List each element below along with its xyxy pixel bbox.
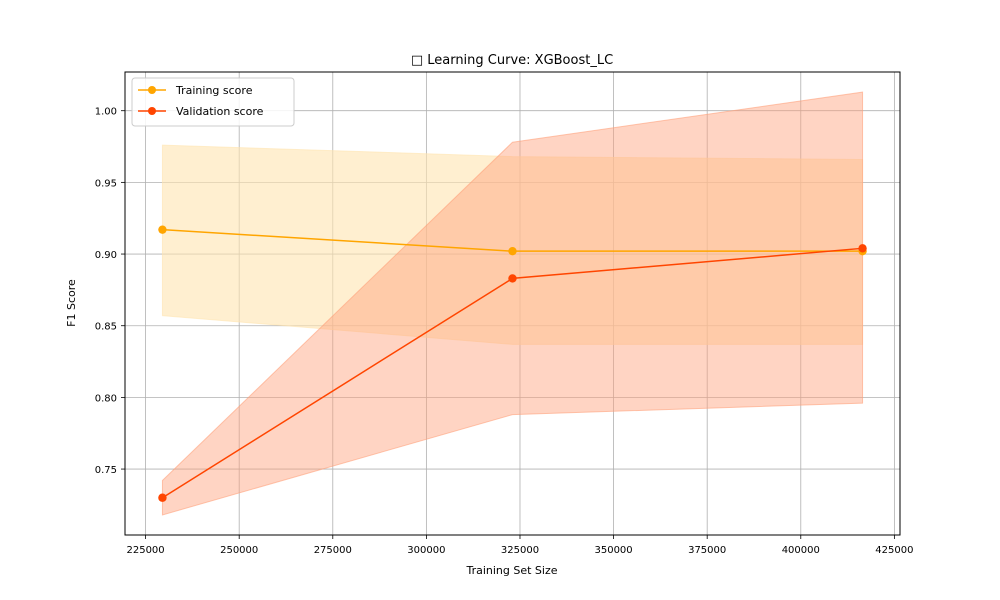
y-tick-label: 0.95 bbox=[95, 178, 117, 189]
x-axis-label: Training Set Size bbox=[465, 564, 557, 577]
x-tick-label: 275000 bbox=[314, 545, 352, 556]
y-axis-label: F1 Score bbox=[65, 279, 78, 327]
legend-training-marker bbox=[148, 86, 156, 94]
x-tick-label: 225000 bbox=[126, 545, 164, 556]
y-tick-label: 0.85 bbox=[95, 322, 117, 333]
x-tick-label: 250000 bbox=[220, 545, 258, 556]
chart-title: □ Learning Curve: XGBoost_LC bbox=[411, 53, 613, 68]
confidence-bands bbox=[161, 91, 864, 516]
y-tick-label: 0.80 bbox=[95, 393, 117, 404]
validation-score-point bbox=[858, 244, 867, 253]
legend-validation-label: Validation score bbox=[176, 105, 264, 118]
x-tick-label: 425000 bbox=[875, 545, 913, 556]
y-tick-label: 0.90 bbox=[95, 250, 117, 261]
x-tick-label: 350000 bbox=[594, 545, 632, 556]
x-tick-label: 375000 bbox=[688, 545, 726, 556]
legend-validation-marker bbox=[148, 107, 156, 115]
legend: Training score Validation score bbox=[131, 77, 295, 127]
x-tick-label: 300000 bbox=[407, 545, 445, 556]
legend-box bbox=[131, 77, 295, 127]
x-tick-label: 325000 bbox=[501, 545, 539, 556]
training-score-point bbox=[158, 225, 167, 234]
training-score-point bbox=[508, 246, 517, 256]
y-tick-label: 1.00 bbox=[95, 107, 117, 118]
series-lines bbox=[158, 225, 867, 502]
legend-training-label: Training score bbox=[175, 84, 253, 97]
validation-score-point bbox=[158, 493, 167, 502]
validation-score-point bbox=[508, 274, 517, 283]
y-tick-label: 0.75 bbox=[95, 465, 117, 476]
x-tick-label: 400000 bbox=[782, 545, 820, 556]
validation-score-band bbox=[161, 91, 864, 516]
plot-frame bbox=[124, 71, 901, 536]
axis-ticks: 225000 250000 275000 300000 325000 350000 3750… bbox=[95, 107, 914, 556]
